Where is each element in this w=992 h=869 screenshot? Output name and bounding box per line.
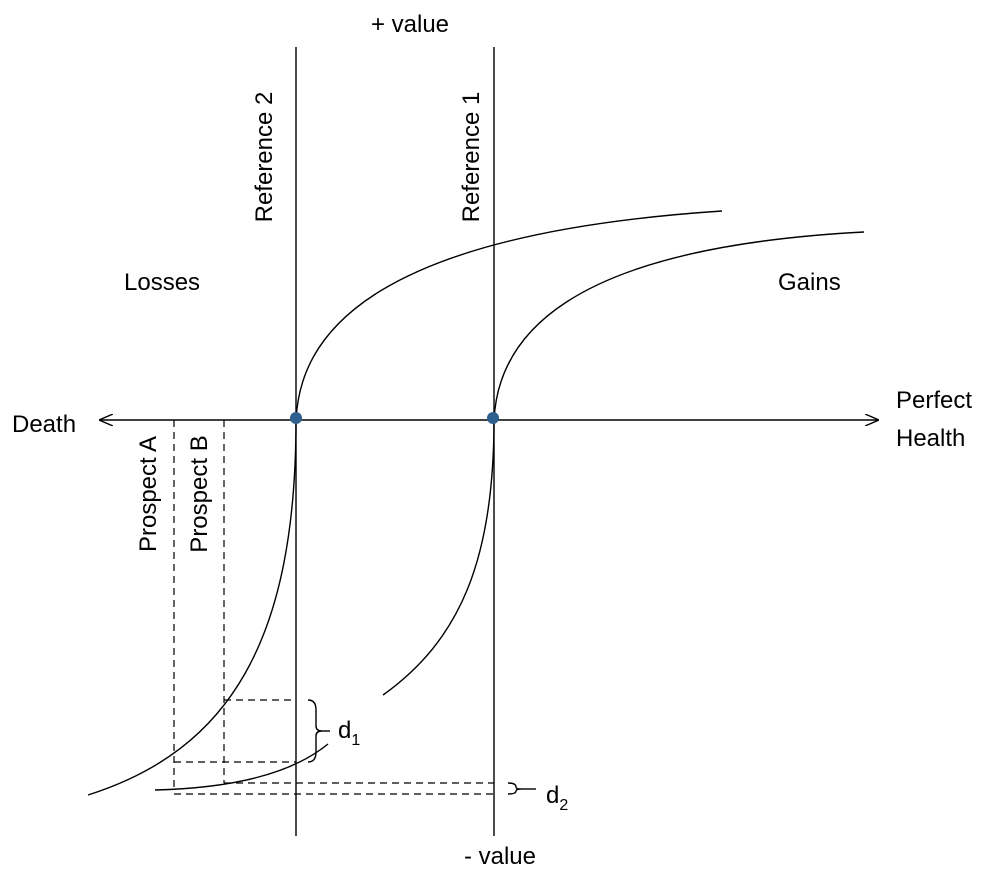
d2-label: d2: [546, 782, 568, 814]
prospect-b-label: Prospect B: [186, 435, 213, 552]
losses-label: Losses: [124, 269, 200, 296]
d2-brace: [507, 782, 522, 795]
reference-2-label: Reference 2: [251, 92, 278, 223]
death-label: Death: [12, 411, 76, 438]
perfect-health-label-line2: Health: [896, 425, 965, 452]
value-curve-reference-1: [493, 231, 865, 421]
value-curve-reference-2: [295, 210, 723, 421]
negative-value-label: - value: [464, 843, 536, 869]
reference-2-point: [290, 412, 302, 424]
perfect-health-label-line1: Perfect: [896, 387, 972, 414]
value-curve-reference-2-loss: [87, 419, 297, 796]
positive-value-label: + value: [371, 11, 449, 38]
reference-1-label: Reference 1: [458, 92, 485, 223]
d2-label-base: d: [546, 782, 559, 809]
d1-label: d1: [338, 717, 360, 749]
d1-label-base: d: [338, 717, 351, 744]
reference-1-point: [487, 412, 499, 424]
d2-label-sub: 2: [559, 797, 568, 814]
prospect-a-label: Prospect A: [135, 436, 162, 552]
gains-label: Gains: [778, 269, 841, 296]
value-curve-reference-1-loss: [382, 419, 495, 696]
d1-label-sub: 1: [351, 732, 360, 749]
value-curve-reference-1-tail: [154, 743, 329, 791]
